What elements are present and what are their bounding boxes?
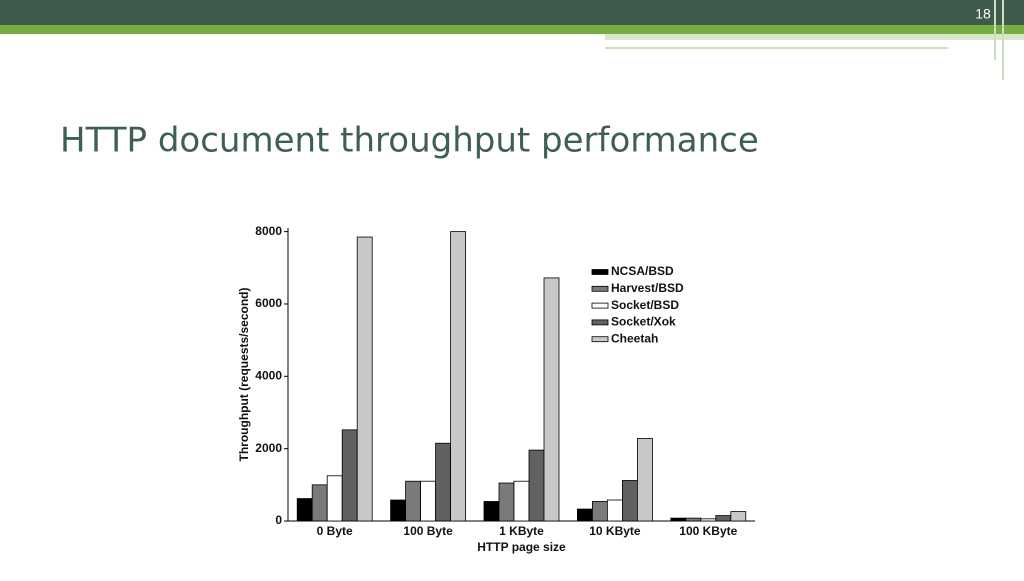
bar	[513, 480, 530, 522]
legend-label: Socket/Xok	[611, 315, 676, 329]
bar	[622, 480, 638, 522]
bar	[715, 515, 732, 522]
y-tick-label: 6000	[255, 296, 282, 310]
bar	[700, 518, 717, 522]
y-tick-label: 8000	[255, 224, 282, 238]
legend-swatch	[591, 269, 609, 275]
bar	[543, 277, 560, 522]
bar	[435, 442, 452, 522]
bar	[356, 236, 373, 522]
chart: 0 2000 4000 6000 8000 0 Byte 100 Byte 1 KByte 10…	[237, 224, 755, 554]
y-tick-label: 0	[275, 513, 282, 527]
bar	[390, 499, 407, 522]
slide-number: 18	[975, 6, 991, 22]
legend-swatch	[591, 285, 609, 292]
bar	[637, 438, 653, 522]
bar	[730, 511, 747, 522]
x-tick-label: 0 Byte	[317, 524, 353, 538]
header-accent	[605, 34, 1024, 40]
bar	[577, 508, 593, 522]
x-tick-label: 1 KByte	[499, 524, 544, 538]
bar	[341, 429, 358, 522]
bar	[420, 480, 437, 522]
header-bar	[0, 0, 1024, 25]
legend-swatch	[591, 302, 609, 309]
y-tick-label: 2000	[255, 441, 282, 455]
bar	[483, 501, 500, 522]
bar	[670, 517, 687, 522]
x-axis-label: HTTP page size	[477, 540, 566, 554]
bar	[607, 499, 623, 522]
bar	[405, 480, 422, 522]
bar	[311, 484, 328, 522]
slide-title: HTTP document throughput performance	[60, 121, 759, 161]
header-stripe	[0, 25, 1024, 34]
legend-label: Harvest/BSD	[611, 281, 684, 295]
bar	[450, 231, 467, 522]
y-tick-label: 4000	[255, 368, 282, 382]
bar	[326, 475, 343, 522]
x-tick-label: 100 Byte	[403, 524, 453, 538]
bar	[296, 498, 313, 522]
bar	[498, 482, 515, 522]
legend-label: Cheetah	[611, 331, 658, 345]
bar	[592, 501, 608, 522]
bar	[685, 517, 702, 522]
bar	[528, 449, 545, 522]
legend-label: NCSA/BSD	[611, 264, 674, 278]
legend-swatch	[591, 336, 609, 343]
legend-label: Socket/BSD	[611, 298, 679, 312]
y-axis-label: Throughput (requests/second)	[237, 287, 251, 461]
x-tick-label: 100 KByte	[679, 524, 737, 538]
x-tick-label: 10 KByte	[589, 524, 641, 538]
legend-swatch	[591, 319, 609, 326]
